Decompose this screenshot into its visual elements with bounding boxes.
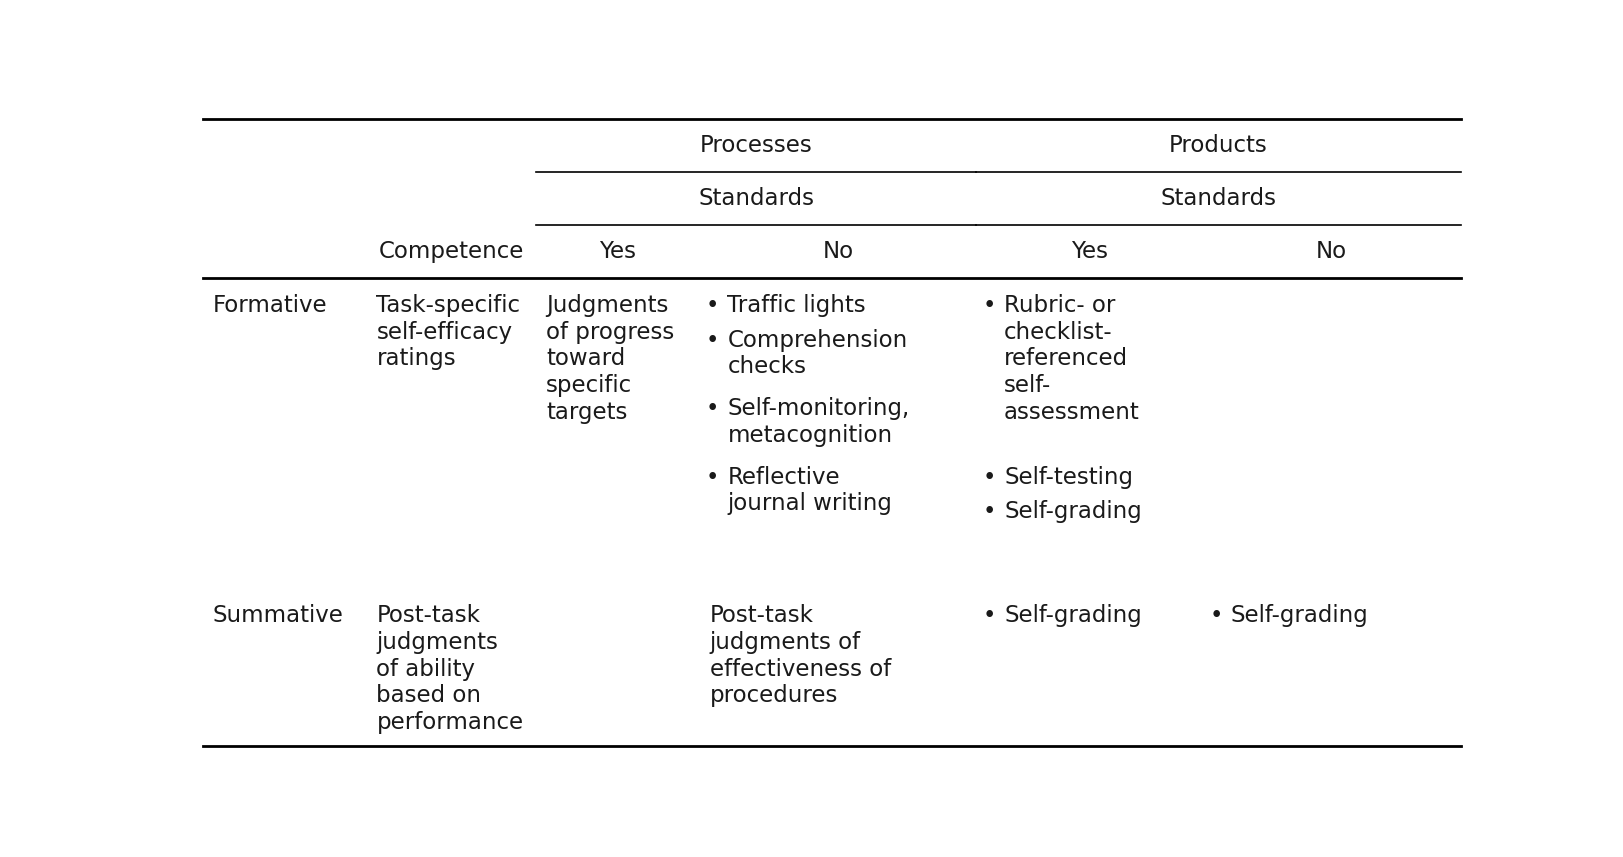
Text: Rubric- or
checklist-
referenced
self-
assessment: Rubric- or checklist- referenced self- a… bbox=[1005, 294, 1139, 423]
Text: Task-specific
self-efficacy
ratings: Task-specific self-efficacy ratings bbox=[377, 294, 521, 370]
Text: Comprehension
checks: Comprehension checks bbox=[727, 328, 907, 378]
Text: Post-task
judgments
of ability
based on
performance: Post-task judgments of ability based on … bbox=[377, 604, 524, 734]
Text: Products: Products bbox=[1169, 135, 1268, 157]
Text: •: • bbox=[1209, 604, 1222, 627]
Text: No: No bbox=[823, 240, 854, 263]
Text: Self-testing: Self-testing bbox=[1005, 466, 1133, 488]
Text: •: • bbox=[984, 294, 997, 317]
Text: •: • bbox=[706, 397, 719, 420]
Text: •: • bbox=[706, 294, 719, 317]
Text: Self-monitoring,
metacognition: Self-monitoring, metacognition bbox=[727, 397, 909, 446]
Text: Standards: Standards bbox=[1160, 187, 1277, 210]
Text: •: • bbox=[706, 466, 719, 488]
Text: Post-task
judgments of
effectiveness of
procedures: Post-task judgments of effectiveness of … bbox=[709, 604, 891, 707]
Text: •: • bbox=[984, 604, 997, 627]
Text: Reflective
journal writing: Reflective journal writing bbox=[727, 466, 893, 515]
Text: •: • bbox=[984, 466, 997, 488]
Text: Self-grading: Self-grading bbox=[1005, 500, 1143, 523]
Text: Judgments
of progress
toward
specific
targets: Judgments of progress toward specific ta… bbox=[547, 294, 675, 423]
Text: Processes: Processes bbox=[700, 135, 813, 157]
Text: No: No bbox=[1316, 240, 1347, 263]
Text: Standards: Standards bbox=[698, 187, 815, 210]
Text: Traffic lights: Traffic lights bbox=[727, 294, 867, 317]
Text: •: • bbox=[706, 328, 719, 351]
Text: Yes: Yes bbox=[599, 240, 636, 263]
Text: Self-grading: Self-grading bbox=[1005, 604, 1143, 627]
Text: •: • bbox=[984, 500, 997, 523]
Text: Formative: Formative bbox=[213, 294, 328, 317]
Text: Self-grading: Self-grading bbox=[1230, 604, 1368, 627]
Text: Summative: Summative bbox=[213, 604, 344, 627]
Text: Yes: Yes bbox=[1071, 240, 1109, 263]
Text: Competence: Competence bbox=[378, 240, 524, 263]
